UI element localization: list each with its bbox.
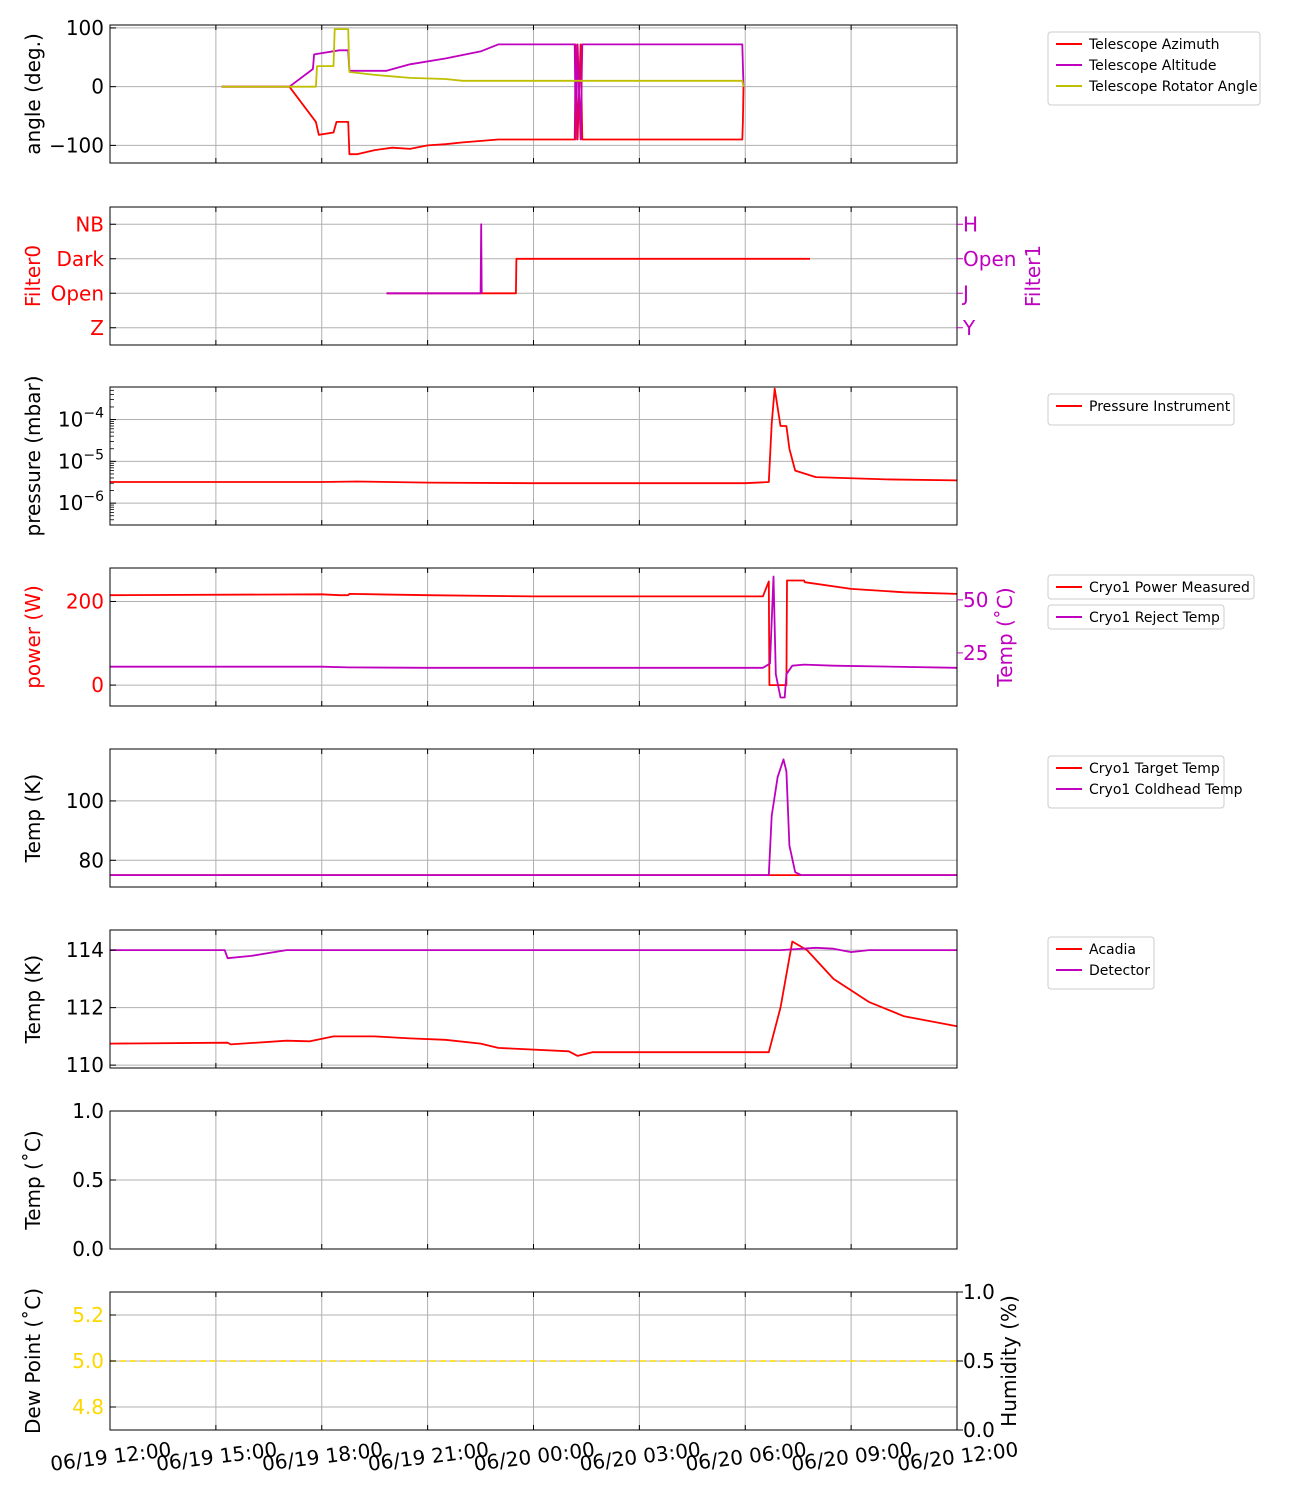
y-tick-label: 0.0 — [72, 1237, 104, 1261]
y-tick-label: 100 — [66, 789, 104, 813]
y-tick-label: NB — [75, 212, 104, 236]
y-right-tick-label: 50 — [963, 588, 988, 612]
panel-8: 5.2 5.0 4.8 1.0 0.5 0.0 Dew Point (˚C) Humidity… — [21, 1280, 1021, 1442]
y-tick-label: 10−6 — [58, 489, 104, 515]
y-tick-label: 10−5 — [58, 447, 104, 473]
legend-box — [1047, 393, 1235, 426]
panel-3: 10−4 10−5 10−6 pressure (mbar) Pressure Inst… — [21, 375, 1235, 537]
telescope-altitude-line — [221, 43, 745, 141]
y-axis-label: Temp (K) — [21, 774, 45, 863]
legend-box — [1047, 604, 1225, 630]
y-right-tick-label: 25 — [963, 641, 988, 665]
legend-label: Acadia — [1089, 942, 1136, 958]
y-tick-exponent: −5 — [83, 447, 104, 463]
acadia-line — [109, 940, 958, 1057]
legend-label: Cryo1 Coldhead Temp — [1089, 782, 1243, 798]
x-tick-label: 06/20 03:00 — [578, 1437, 702, 1476]
x-tick-label: 06/19 12:00 — [49, 1437, 173, 1476]
legend-box — [1047, 755, 1225, 809]
x-tick-label: 06/19 15:00 — [155, 1437, 279, 1476]
y-tick-label: 0 — [91, 75, 104, 99]
cryo1-reject-temp-line — [110, 575, 958, 699]
legend-label: Cryo1 Reject Temp — [1089, 610, 1220, 626]
y-right-tick-label: Y — [962, 316, 976, 340]
y-right-tick-label: 1.0 — [963, 1280, 995, 1304]
y-right-tick-label: 0.5 — [963, 1349, 995, 1373]
y-right-tick-label: 0.0 — [963, 1418, 995, 1442]
y-tick-label: Dark — [57, 247, 105, 271]
telescope-azimuth-line — [221, 43, 745, 156]
legend-label: Telescope Altitude — [1088, 58, 1217, 74]
y-tick-label: 100 — [66, 16, 104, 40]
cryo1-coldhead-temp-line — [110, 758, 957, 876]
y-tick-exponent: −6 — [83, 489, 104, 505]
y-axis-label: Dew Point (˚C) — [21, 1288, 45, 1434]
y-tick-label: 200 — [66, 589, 104, 613]
y-axis-label: Filter0 — [21, 245, 45, 307]
y-tick-label: Open — [51, 281, 104, 305]
x-tick-label: 06/19 21:00 — [367, 1437, 491, 1476]
legend-label: Cryo1 Power Measured — [1089, 580, 1250, 596]
y-axis-label: Temp (K) — [21, 955, 45, 1044]
y-axis-label: power (W) — [21, 585, 45, 689]
panel-4: 200 0 50 25 power (W) Temp (˚C) Cryo1 Power Me… — [21, 567, 1255, 707]
y-tick-exponent: −4 — [83, 406, 104, 422]
y-axis-label: pressure (mbar) — [21, 375, 45, 536]
y-tick-label: 1.0 — [72, 1099, 104, 1123]
panel-2: NB Dark Open Z H Open JY Filter0 Filter1 — [21, 206, 1045, 346]
y-right-tick-label: H — [963, 212, 978, 236]
x-tick-label: 06/20 09:00 — [790, 1437, 914, 1476]
panel-7: 1.0 0.5 0.0 Temp (˚C) — [21, 1099, 958, 1261]
y-axis-label: Temp (˚C) — [21, 1130, 45, 1230]
y-tick-label: 5.2 — [72, 1303, 104, 1327]
legend-label: Pressure Instrument — [1089, 399, 1231, 415]
y-tick-label: 0 — [91, 673, 104, 697]
y-tick-label: 114 — [66, 938, 104, 962]
y-tick-label: 10−4 — [58, 406, 104, 432]
y-axis-label-right: Filter1 — [1021, 245, 1045, 307]
y-tick-label: 112 — [66, 996, 104, 1020]
x-tick-label: 06/19 18:00 — [261, 1437, 385, 1476]
legend-label: Detector — [1089, 963, 1150, 979]
y-right-tick-label: J — [961, 281, 969, 305]
y-axis-label-right: Temp (˚C) — [993, 587, 1017, 687]
panel-5: 100 80 Temp (K) Cryo1 Target Temp Cryo1 Cold… — [21, 748, 1243, 888]
legend-box — [1047, 31, 1261, 106]
y-right-tick-label: Open — [963, 247, 1016, 271]
detector-line — [110, 946, 957, 960]
y-tick-label: Z — [90, 316, 104, 340]
x-tick-label: 06/20 06:00 — [684, 1437, 808, 1476]
y-tick-label: −100 — [49, 133, 104, 157]
legend-label: Telescope Azimuth — [1088, 37, 1219, 53]
y-tick-label: 110 — [66, 1053, 104, 1077]
series-2-line — [386, 223, 483, 295]
legend-label: Telescope Rotator Angle — [1088, 79, 1258, 95]
telescope-rotator-angle-line — [221, 28, 745, 88]
y-tick-label: 5.0 — [72, 1349, 104, 1373]
series-1-line — [386, 257, 810, 295]
panel-6: 114 112 110 Temp (K) Acadia Detector — [21, 929, 1155, 1077]
y-tick-label: 0.5 — [72, 1168, 104, 1192]
pressure-instrument-line — [110, 387, 958, 485]
y-axis-label: angle (deg.) — [21, 33, 45, 155]
x-tick-label: 06/20 12:00 — [896, 1437, 1020, 1476]
y-tick-label: 80 — [79, 848, 104, 872]
legend-box — [1047, 574, 1255, 600]
legend-label: Cryo1 Target Temp — [1089, 761, 1220, 777]
y-tick-label: 4.8 — [72, 1395, 104, 1419]
x-tick-label: 06/20 00:00 — [472, 1437, 596, 1476]
y-axis-label-right: Humidity (%) — [997, 1295, 1021, 1427]
cryo1-power-measured-line — [109, 579, 958, 686]
